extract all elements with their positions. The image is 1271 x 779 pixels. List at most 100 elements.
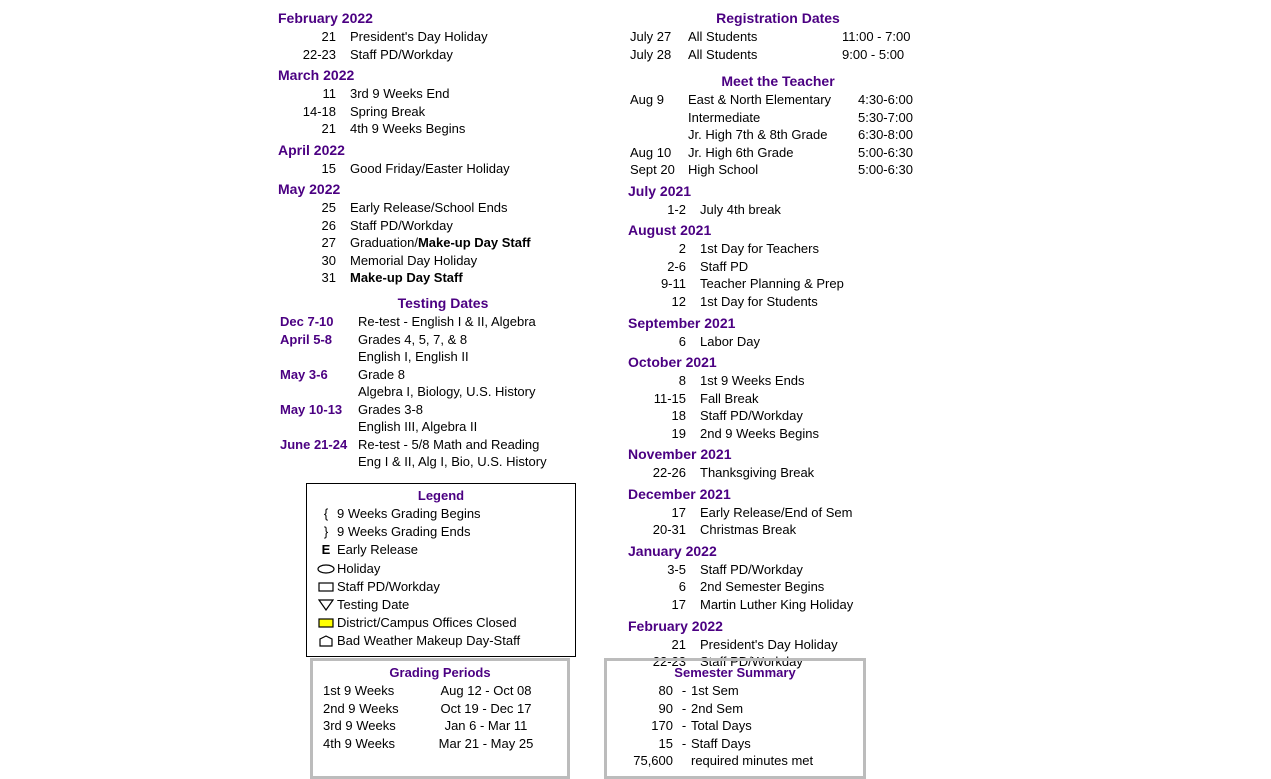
legend-label: Staff PD/Workday [337, 578, 567, 596]
meet-teacher-time: 5:30-7:00 [858, 109, 928, 127]
event-row: 62nd Semester Begins [628, 578, 928, 596]
event-desc: Staff PD/Workday [700, 561, 928, 579]
event-desc: Staff PD/Workday [350, 217, 608, 235]
semester-summary-row: 90-2nd Sem [617, 700, 853, 718]
event-desc: Fall Break [700, 390, 928, 408]
legend-label: Bad Weather Makeup Day-Staff [337, 632, 567, 650]
event-date: 2-6 [628, 258, 700, 276]
event-row: 6Labor Day [628, 333, 928, 351]
event-date: 17 [628, 596, 700, 614]
event-date: 21 [278, 120, 350, 138]
month-header: September 2021 [628, 315, 928, 331]
semester-summary-row: 170-Total Days [617, 717, 853, 735]
meet-teacher-desc: High School [688, 161, 858, 179]
grading-period-label: 2nd 9 Weeks [323, 700, 415, 718]
testing-date: Dec 7-10 [278, 313, 358, 331]
legend-label: 9 Weeks Grading Begins [337, 505, 567, 523]
event-desc: 1st Day for Teachers [700, 240, 928, 258]
event-date: 14-18 [278, 103, 350, 121]
testing-desc: Re-test - 5/8 Math and Reading [358, 436, 608, 454]
month-header: July 2021 [628, 183, 928, 199]
meet-teacher-desc: Jr. High 6th Grade [688, 144, 858, 162]
event-desc: July 4th break [700, 201, 928, 219]
meet-teacher-date: Aug 9 [628, 91, 688, 109]
grading-period-row: 1st 9 WeeksAug 12 - Oct 08 [323, 682, 557, 700]
event-desc: 4th 9 Weeks Begins [350, 120, 608, 138]
event-desc: Christmas Break [700, 521, 928, 539]
semester-summary-num: 170 [617, 717, 677, 735]
brace-close-icon: } [315, 523, 337, 541]
event-desc: Early Release/End of Sem [700, 504, 928, 522]
registration-row: July 28All Students9:00 - 5:00 [628, 46, 928, 64]
testing-row: June 21-24Re-test - 5/8 Math and Reading [278, 436, 608, 454]
event-row: 3-5Staff PD/Workday [628, 561, 928, 579]
meet-teacher-row: Aug 10Jr. High 6th Grade5:00-6:30 [628, 144, 928, 162]
grading-period-row: 4th 9 WeeksMar 21 - May 25 [323, 735, 557, 753]
legend-row: Holiday [315, 560, 567, 578]
event-date: 8 [628, 372, 700, 390]
event-desc: Make-up Day Staff [350, 269, 608, 287]
month-header: March 2022 [278, 67, 608, 83]
event-desc: Teacher Planning & Prep [700, 275, 928, 293]
rect-yellow-icon [315, 618, 337, 628]
meet-teacher-date [628, 109, 688, 127]
testing-row: May 3-6Grade 8 [278, 366, 608, 384]
pentagon-icon [315, 635, 337, 647]
testing-date: April 5-8 [278, 331, 358, 349]
event-date: 22-26 [628, 464, 700, 482]
semester-summary-num: 80 [617, 682, 677, 700]
event-date: 11-15 [628, 390, 700, 408]
event-row: 22-23Staff PD/Workday [278, 46, 608, 64]
semester-summary-label: 1st Sem [691, 682, 853, 700]
event-date: 15 [278, 160, 350, 178]
legend-box: Legend{9 Weeks Grading Begins}9 Weeks Gr… [306, 483, 576, 658]
semester-summary-num: 15 [617, 735, 677, 753]
month-header: May 2022 [278, 181, 608, 197]
testing-sub: Algebra I, Biology, U.S. History [278, 383, 608, 401]
event-row: 121st Day for Students [628, 293, 928, 311]
event-date: 1-2 [628, 201, 700, 219]
month-header: August 2021 [628, 222, 928, 238]
testing-sub: English III, Algebra II [278, 418, 608, 436]
event-row: 1-2July 4th break [628, 201, 928, 219]
event-date: 12 [628, 293, 700, 311]
semester-summary-num: 75,600 [617, 752, 677, 770]
legend-label: 9 Weeks Grading Ends [337, 523, 567, 541]
semester-summary-box: Semester Summary80-1st Sem90-2nd Sem170-… [604, 658, 866, 779]
event-date: 31 [278, 269, 350, 287]
event-date: 25 [278, 199, 350, 217]
semester-summary-row: 80-1st Sem [617, 682, 853, 700]
event-date: 19 [628, 425, 700, 443]
event-row: 25Early Release/School Ends [278, 199, 608, 217]
event-desc: Thanksgiving Break [700, 464, 928, 482]
testing-row: May 10-13Grades 3-8 [278, 401, 608, 419]
event-row: 20-31Christmas Break [628, 521, 928, 539]
meet-teacher-date: Aug 10 [628, 144, 688, 162]
event-row: 2-6Staff PD [628, 258, 928, 276]
testing-row: April 5-8Grades 4, 5, 7, & 8 [278, 331, 608, 349]
event-date: 6 [628, 578, 700, 596]
event-row: 15Good Friday/Easter Holiday [278, 160, 608, 178]
testing-desc: Grade 8 [358, 366, 608, 384]
legend-row: District/Campus Offices Closed [315, 614, 567, 632]
meet-teacher-desc: Jr. High 7th & 8th Grade [688, 126, 858, 144]
oval-icon [315, 564, 337, 574]
meet-teacher-date [628, 126, 688, 144]
legend-row: }9 Weeks Grading Ends [315, 523, 567, 541]
event-date: 6 [628, 333, 700, 351]
event-date: 17 [628, 504, 700, 522]
event-desc: Staff PD/Workday [350, 46, 608, 64]
rect-icon [315, 582, 337, 592]
grading-periods-title: Grading Periods [323, 665, 557, 680]
meet-teacher-header: Meet the Teacher [628, 73, 928, 89]
event-desc: Staff PD [700, 258, 928, 276]
grading-period-label: 4th 9 Weeks [323, 735, 415, 753]
registration-desc: All Students [688, 46, 842, 64]
testing-date: June 21-24 [278, 436, 358, 454]
event-row: 30Memorial Day Holiday [278, 252, 608, 270]
testing-row: Dec 7-10Re-test - English I & II, Algebr… [278, 313, 608, 331]
event-desc: Memorial Day Holiday [350, 252, 608, 270]
event-desc: President's Day Holiday [350, 28, 608, 46]
semester-summary-row: 15-Staff Days [617, 735, 853, 753]
registration-time: 11:00 - 7:00 [842, 28, 928, 46]
